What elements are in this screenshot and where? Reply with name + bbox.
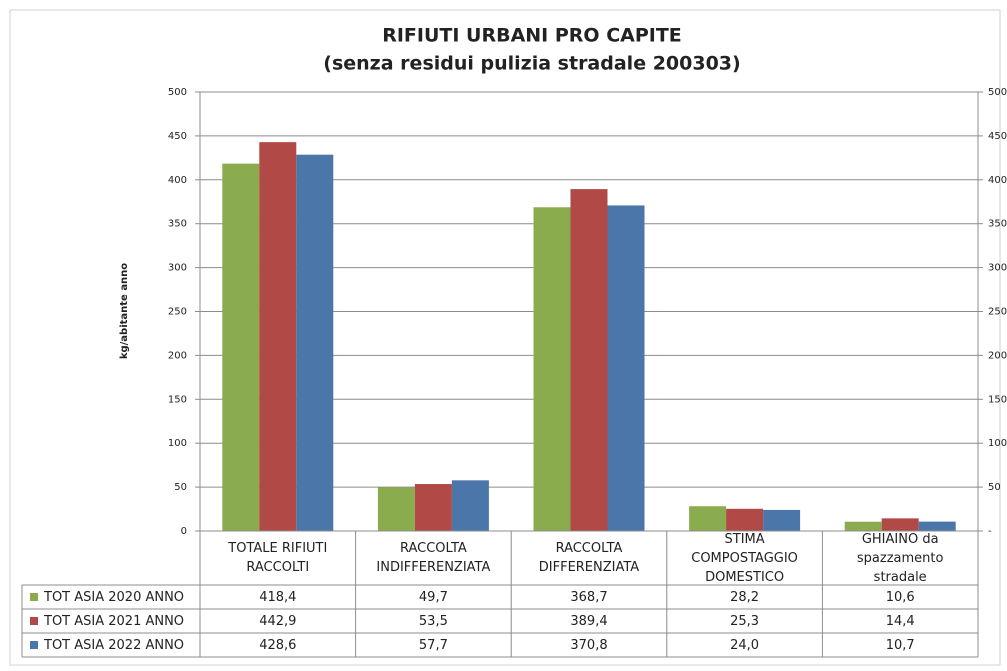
y2-tick-label: 500 (988, 87, 1007, 98)
bar (296, 154, 334, 531)
bar (881, 518, 919, 531)
y2-tick-label: 300 (988, 263, 1007, 274)
bar (844, 521, 882, 531)
bar (607, 205, 645, 531)
y2-tick-label: 50 (988, 482, 1001, 493)
chart-title: RIFIUTI URBANI PRO CAPITE (382, 25, 682, 47)
chart-subtitle: (senza residui pulizia stradale 200303) (323, 53, 740, 75)
value-label: 10,6 (885, 589, 915, 605)
y2-tick-label: 400 (988, 175, 1007, 186)
y-tick-label: 400 (168, 175, 187, 186)
legend-swatch (30, 617, 38, 625)
y2-tick-label: 450 (988, 131, 1007, 142)
y2-tick-label: 200 (988, 350, 1007, 361)
chart-border (9, 9, 1001, 666)
y2-tick-label: 100 (988, 438, 1007, 449)
legend-label: TOT ASIA 2022 ANNO (44, 637, 185, 653)
y-tick-label: 500 (168, 87, 187, 98)
y-tick-label: 200 (168, 350, 187, 361)
x-tick-label: TOTALE RIFIUTI RACCOLTI (228, 541, 328, 575)
bar (222, 163, 260, 531)
legend-swatch (30, 593, 38, 601)
value-label: 442,9 (259, 613, 297, 629)
value-label: 370,8 (570, 637, 608, 653)
value-label: 368,7 (570, 589, 608, 605)
bar (533, 207, 571, 531)
bar (918, 521, 956, 531)
value-label: 25,3 (730, 613, 760, 629)
legend-swatch (30, 641, 38, 649)
value-label: 24,0 (730, 637, 760, 653)
legend-label: TOT ASIA 2021 ANNO (44, 613, 185, 629)
value-label: 49,7 (418, 589, 448, 605)
x-tick-label: STIMA COMPOSTAGGIO DOMESTICO (691, 531, 798, 585)
bar (726, 508, 764, 531)
y-tick-label: 100 (168, 438, 187, 449)
value-label: 57,7 (418, 637, 448, 653)
bar (259, 142, 297, 532)
y-tick-label: 450 (168, 131, 187, 142)
y2-tick-label: 350 (988, 219, 1007, 230)
bar (377, 487, 415, 531)
bar (451, 480, 489, 531)
y-tick-label: 0 (181, 526, 187, 537)
x-tick-label: GHIAINO da spazzamento stradale (856, 531, 944, 585)
value-label: 14,4 (885, 613, 915, 629)
value-label: 418,4 (259, 589, 297, 605)
legend-label: TOT ASIA 2020 ANNO (44, 589, 185, 605)
value-label: 389,4 (570, 613, 608, 629)
y-tick-label: 350 (168, 219, 187, 230)
bar (414, 484, 452, 531)
bar (570, 189, 608, 531)
y-tick-label: 50 (174, 482, 187, 493)
bar (763, 509, 801, 531)
y-tick-label: 150 (168, 394, 187, 405)
y-axis-label: kg/abitante anno (119, 263, 130, 359)
value-label: 28,2 (730, 589, 760, 605)
x-tick-label: RACCOLTA INDIFFERENZIATA (376, 541, 491, 575)
y2-tick-label: 150 (988, 394, 1007, 405)
y2-tick-label: - (988, 526, 992, 537)
value-label: 10,7 (885, 637, 915, 653)
y-tick-label: 300 (168, 263, 187, 274)
y2-tick-label: 250 (988, 307, 1007, 318)
y-tick-label: 250 (168, 307, 187, 318)
value-label: 53,5 (418, 613, 448, 629)
bar (689, 506, 727, 531)
value-label: 428,6 (259, 637, 297, 653)
x-tick-label: RACCOLTA DIFFERENZIATA (538, 541, 640, 575)
